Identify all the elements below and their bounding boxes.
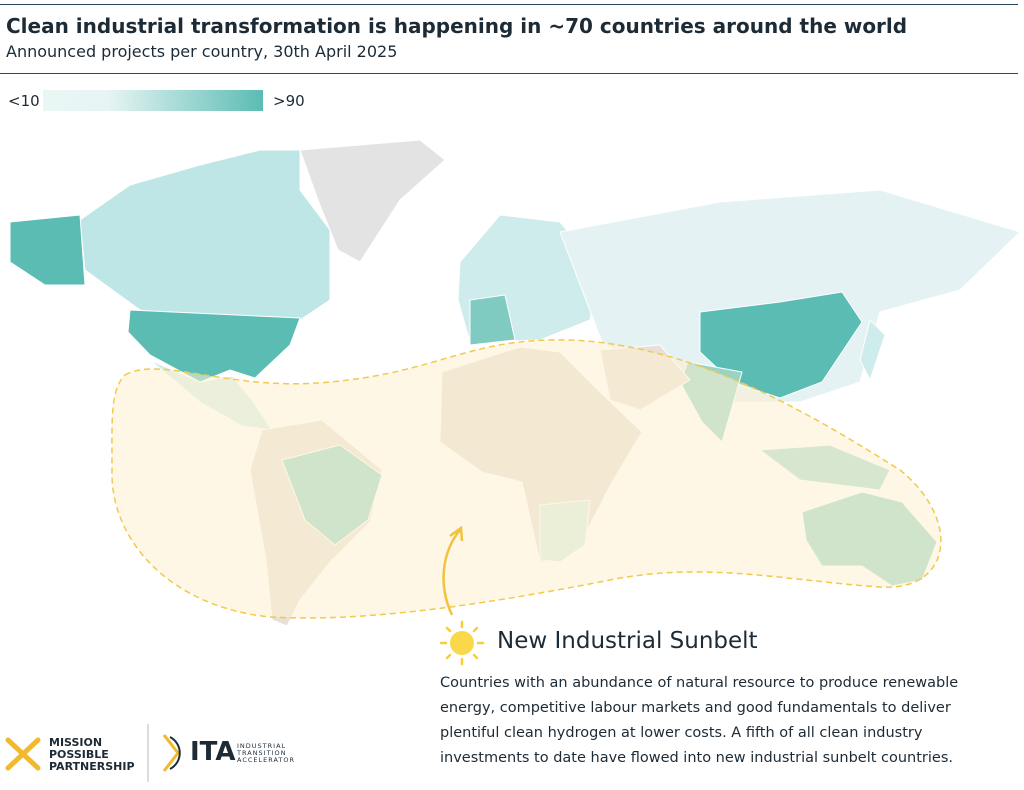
mpp-text: PARTNERSHIP bbox=[49, 760, 135, 773]
subtitle: Announced projects per country, 30th Apr… bbox=[6, 42, 398, 61]
ita-logo-arc bbox=[169, 736, 181, 770]
callout-title: New Industrial Sunbelt bbox=[497, 628, 758, 654]
mpp-text: POSSIBLE bbox=[49, 748, 109, 761]
callout-text: Countries with an abundance of natural r… bbox=[440, 675, 959, 691]
callout-text: plentiful clean hydrogen at lower costs.… bbox=[440, 725, 923, 741]
callout-text: investments to date have flowed into new… bbox=[440, 750, 953, 766]
header-rule bbox=[0, 73, 1018, 74]
sunbelt-region bbox=[111, 339, 942, 619]
ita-text: ITA bbox=[190, 737, 236, 767]
legend-gradient bbox=[43, 90, 263, 111]
top-rule bbox=[0, 4, 1018, 5]
title: Clean industrial transformation is happe… bbox=[6, 14, 908, 38]
mpp-text: MISSION bbox=[49, 736, 103, 749]
ita-sub: TRANSITION bbox=[237, 749, 287, 757]
mpp-logo bbox=[5, 737, 41, 771]
arrow bbox=[442, 529, 461, 616]
ita-sub: INDUSTRIAL bbox=[237, 742, 287, 750]
ita-sub: ACCELERATOR bbox=[237, 756, 296, 764]
ita-logo-mark bbox=[162, 734, 180, 772]
legend-min: <10 bbox=[8, 92, 40, 110]
arrow-head bbox=[449, 525, 464, 542]
legend-max: >90 bbox=[273, 92, 305, 110]
sun-icon bbox=[439, 620, 485, 666]
callout-text: energy, competitive labour markets and g… bbox=[440, 700, 951, 716]
